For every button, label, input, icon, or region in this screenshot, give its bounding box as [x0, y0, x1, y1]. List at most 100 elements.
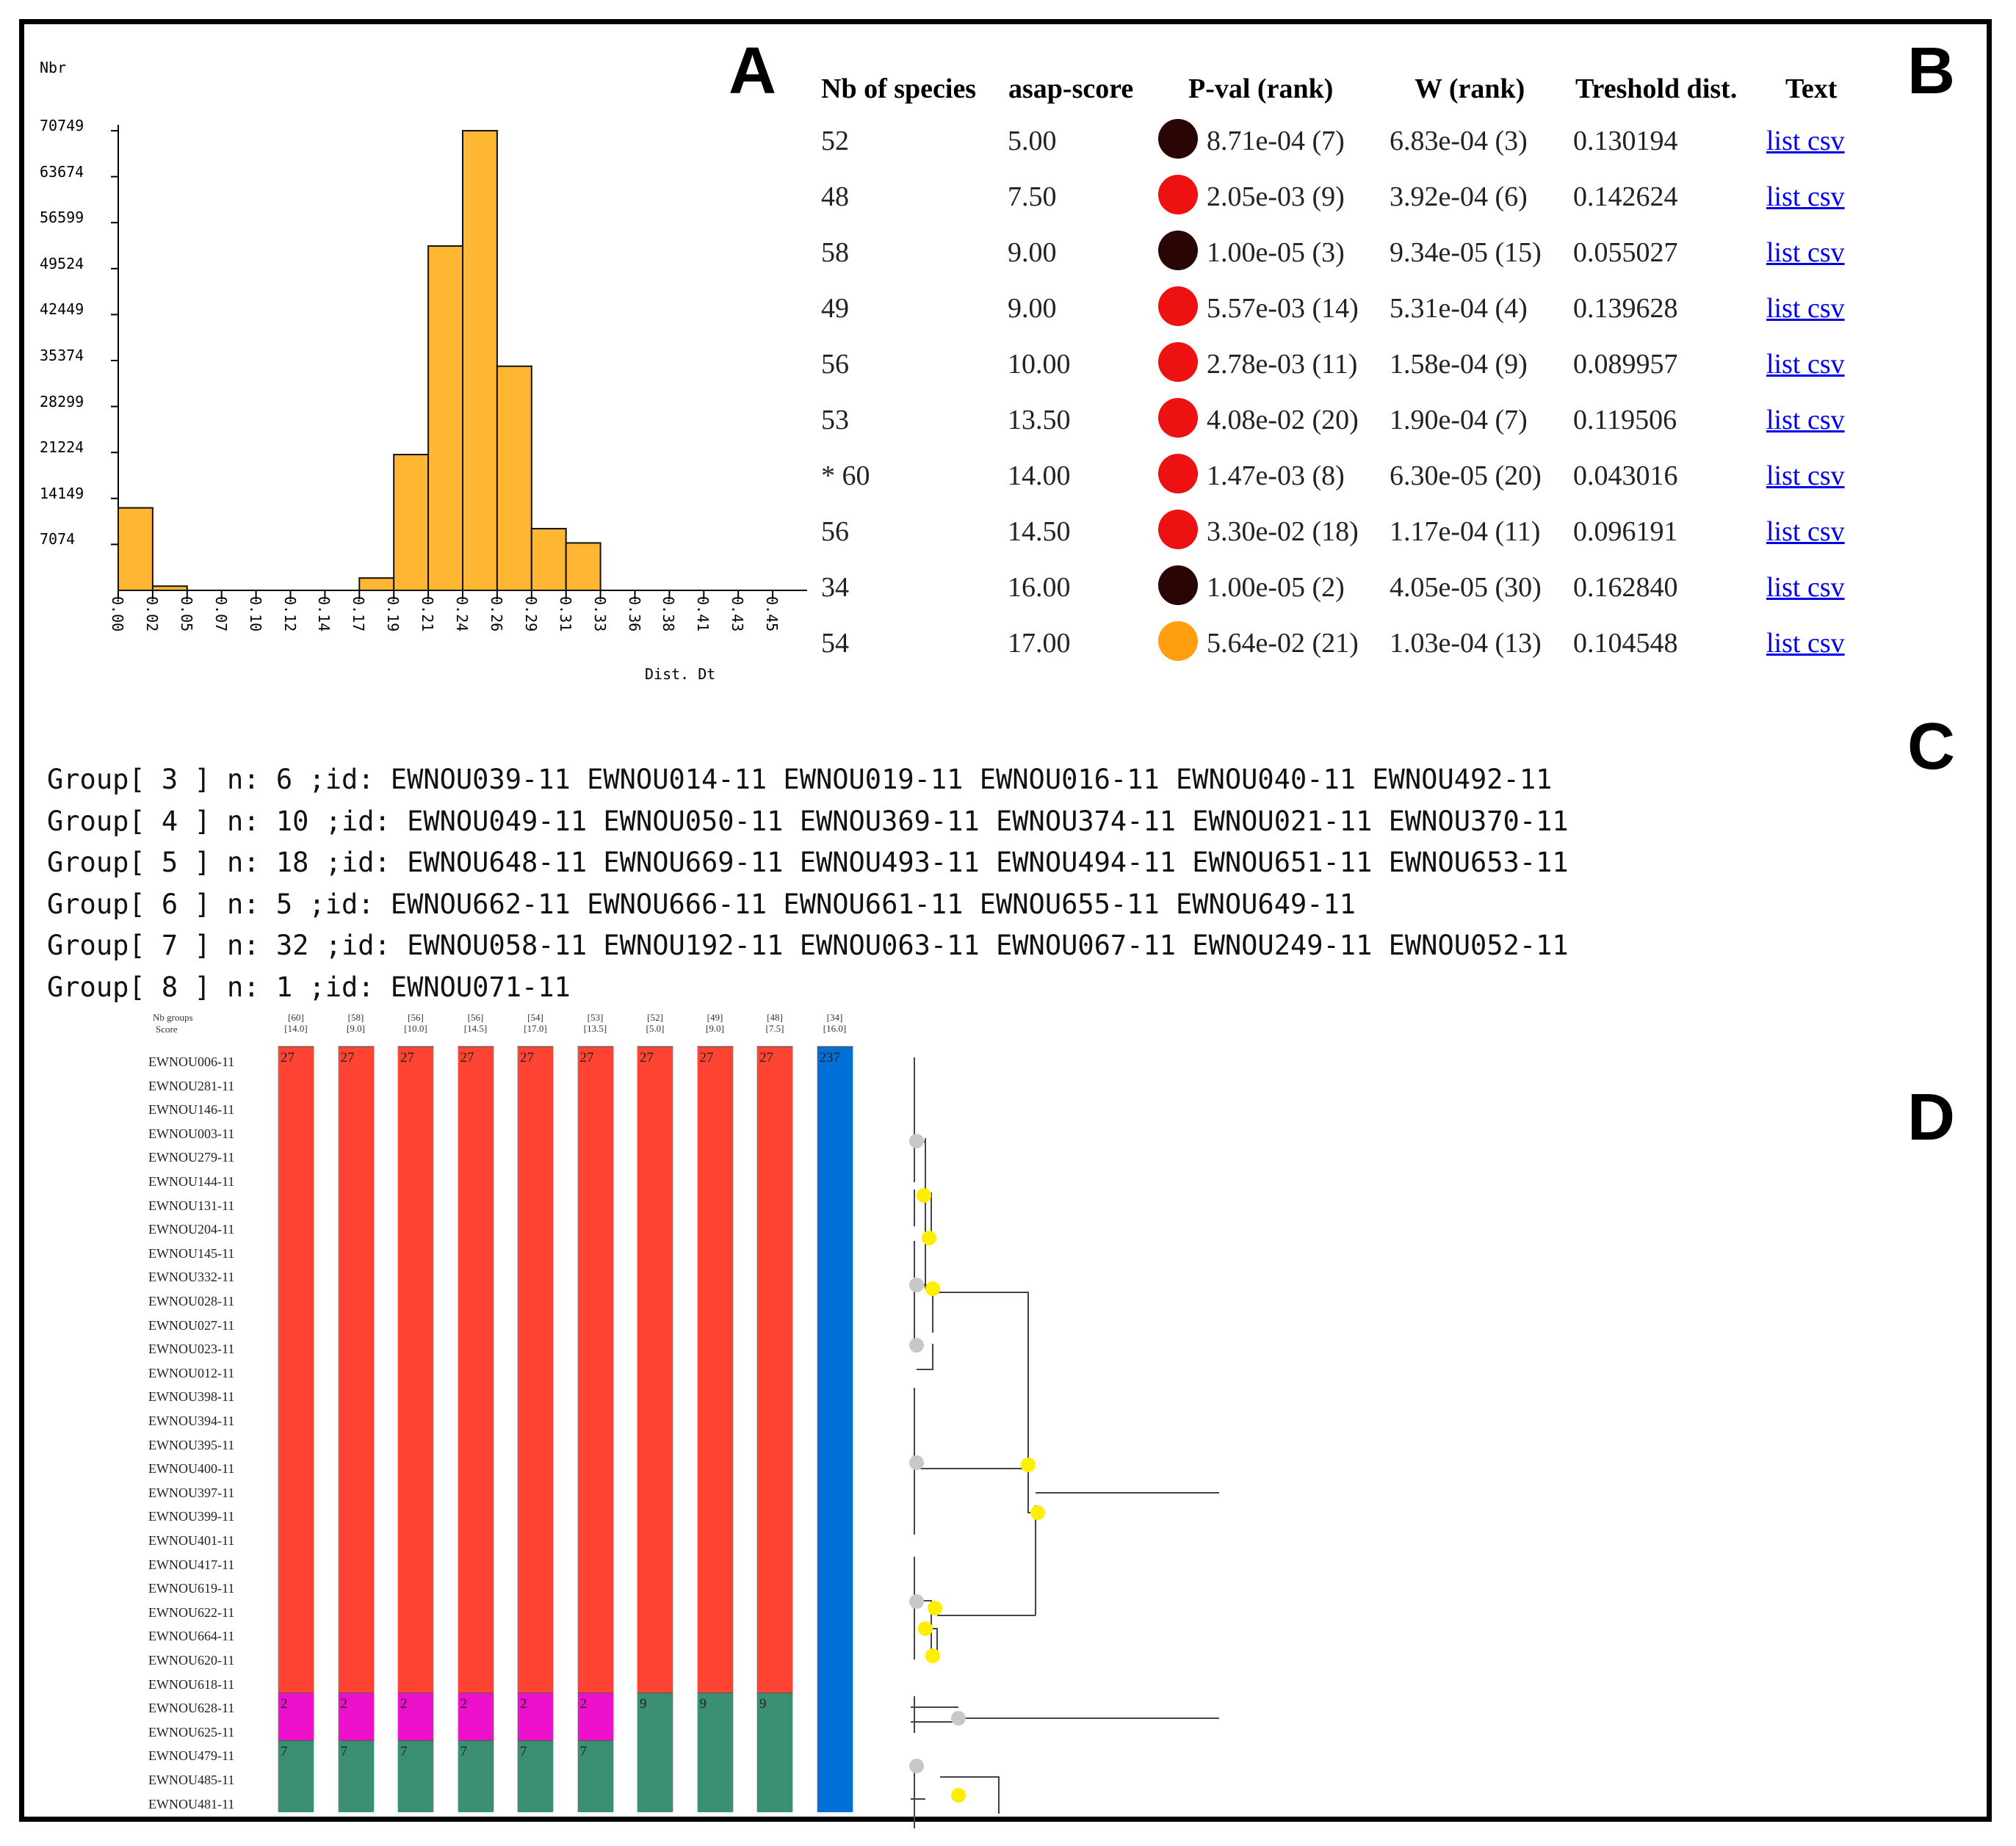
support-node-grey	[951, 1711, 966, 1726]
header-pval: P-val (rank)	[1188, 73, 1334, 104]
column-score: [13.5]	[583, 1023, 607, 1034]
y-tick-label: 7074	[40, 530, 76, 549]
support-node-yellow	[928, 1601, 942, 1615]
sample-name: EWNOU144-11	[148, 1174, 235, 1189]
sample-name: EWNOU485-11	[148, 1773, 235, 1787]
x-tick-label: 0.33	[590, 596, 609, 632]
sample-name: EWNOU417-11	[148, 1557, 235, 1572]
partition-segment: 27	[398, 1046, 433, 1693]
histogram-bar	[530, 527, 567, 591]
cell-pval: 2.05e-03 (9)	[1207, 181, 1345, 212]
partition-bar: 27 2 7	[577, 1046, 614, 1813]
sample-name: EWNOU012-11	[148, 1365, 235, 1380]
cell-nb-species: * 60	[821, 460, 870, 491]
list-csv-link[interactable]: list csv	[1766, 460, 1845, 491]
partition-bar: 27 2 7	[517, 1046, 554, 1813]
cell-w: 6.30e-05 (20)	[1390, 460, 1542, 491]
list-csv-link[interactable]: list csv	[1766, 237, 1845, 268]
partition-column-header: [48] [7.5]	[756, 1012, 793, 1034]
x-tick-label: 0.41	[694, 596, 712, 632]
list-csv-link[interactable]: list csv	[1766, 126, 1845, 156]
histogram-bar	[118, 507, 153, 592]
list-csv-link[interactable]: list csv	[1766, 181, 1845, 212]
cell-asap-score: 14.00	[1008, 460, 1071, 491]
cell-asap-score: 7.50	[1008, 181, 1057, 212]
cell-nb-species: 58	[821, 237, 849, 268]
cell-asap-score: 9.00	[1008, 293, 1057, 324]
partition-segment: 2	[338, 1693, 374, 1741]
header-w: W (rank)	[1415, 73, 1525, 104]
sample-name: EWNOU620-11	[148, 1653, 235, 1668]
sample-name: EWNOU401-11	[148, 1533, 235, 1548]
x-tick-label: 0.29	[521, 596, 540, 632]
column-score: [17.0]	[524, 1023, 547, 1034]
cell-pval: 2.78e-03 (11)	[1207, 349, 1358, 380]
cell-pval: 5.57e-03 (14)	[1207, 293, 1359, 324]
partition-segment: 7	[577, 1740, 613, 1813]
list-csv-link[interactable]: list csv	[1766, 628, 1845, 659]
column-score: [16.0]	[823, 1023, 847, 1034]
cell-w: 3.92e-04 (6)	[1390, 181, 1528, 212]
list-csv-link[interactable]: list csv	[1766, 405, 1845, 435]
cell-w: 9.34e-05 (15)	[1390, 237, 1542, 268]
header-text: Text	[1785, 73, 1838, 104]
x-tick-label: 0.43	[729, 596, 747, 632]
sample-name: EWNOU028-11	[148, 1294, 235, 1309]
column-nb-groups: [58]	[347, 1012, 364, 1023]
column-nb-groups: [60]	[288, 1012, 304, 1023]
y-tick-label: 56599	[40, 209, 84, 227]
cell-threshold: 0.096191	[1573, 516, 1678, 547]
cell-w: 5.31e-04 (4)	[1390, 293, 1528, 324]
cell-nb-species: 53	[821, 405, 849, 435]
partition-segment: 7	[278, 1740, 314, 1813]
sample-name: EWNOU664-11	[148, 1629, 235, 1644]
column-nb-groups: [56]	[408, 1012, 424, 1023]
partition-segment: 27	[278, 1046, 314, 1693]
partition-segment: 2	[278, 1693, 314, 1741]
list-csv-link[interactable]: list csv	[1766, 293, 1845, 324]
sample-name: EWNOU400-11	[148, 1461, 235, 1477]
histogram-bar	[151, 585, 188, 591]
list-csv-link[interactable]: list csv	[1766, 516, 1845, 547]
column-score: [5.0]	[646, 1023, 665, 1034]
group-line: Group[ 3 ] n: 6 ;id: EWNOU039-11 EWNOU01…	[47, 764, 1553, 795]
pval-status-dot	[1158, 119, 1198, 159]
list-csv-link[interactable]: list csv	[1766, 572, 1845, 603]
figure-frame	[19, 19, 1992, 1822]
header-threshold: Treshold dist.	[1575, 73, 1738, 104]
support-node-yellow	[925, 1281, 940, 1296]
cell-nb-species: 52	[821, 126, 849, 156]
partition-segment: 7	[338, 1740, 374, 1813]
cell-pval: 4.08e-02 (20)	[1207, 405, 1359, 435]
cell-w: 1.17e-04 (11)	[1390, 516, 1541, 547]
y-axis-title: Nbr	[40, 59, 67, 76]
y-tick-label: 63674	[40, 162, 84, 181]
sample-name: EWNOU395-11	[148, 1437, 235, 1452]
group-line: Group[ 8 ] n: 1 ;id: EWNOU071-11	[47, 971, 571, 1003]
histogram-panel: Nbr Dist. Dt 70749 63674 56599 49524 42449 35…	[0, 0, 808, 705]
partition-segment: 9	[637, 1693, 673, 1813]
sample-name: EWNOU281-11	[148, 1078, 235, 1093]
cell-nb-species: 54	[821, 628, 849, 659]
header-asap-score: asap-score	[1008, 73, 1134, 104]
cell-pval: 8.71e-04 (7)	[1207, 126, 1345, 156]
cell-asap-score: 13.50	[1008, 405, 1071, 435]
partition-bar: 27 2 7	[337, 1046, 375, 1813]
partition-column-header: [56] [10.0]	[397, 1012, 434, 1034]
support-node-grey	[909, 1455, 924, 1470]
column-nb-groups: [56]	[467, 1012, 484, 1023]
cell-threshold: 0.130194	[1573, 126, 1678, 156]
x-tick-label: 0.02	[142, 596, 161, 632]
support-node-yellow	[918, 1621, 933, 1636]
support-node-yellow	[1030, 1505, 1045, 1520]
histogram-bar	[462, 130, 498, 591]
partition-column-header: [49] [9.0]	[697, 1012, 734, 1034]
sample-name: EWNOU145-11	[148, 1245, 235, 1261]
list-csv-link[interactable]: list csv	[1766, 349, 1845, 380]
header-score: Score	[156, 1024, 178, 1035]
x-tick-label: 0.12	[281, 596, 299, 632]
column-score: [14.5]	[463, 1023, 488, 1034]
support-node-yellow	[1021, 1458, 1036, 1472]
column-nb-groups: [49]	[707, 1012, 723, 1023]
x-tick-label: 0.14	[315, 596, 333, 632]
